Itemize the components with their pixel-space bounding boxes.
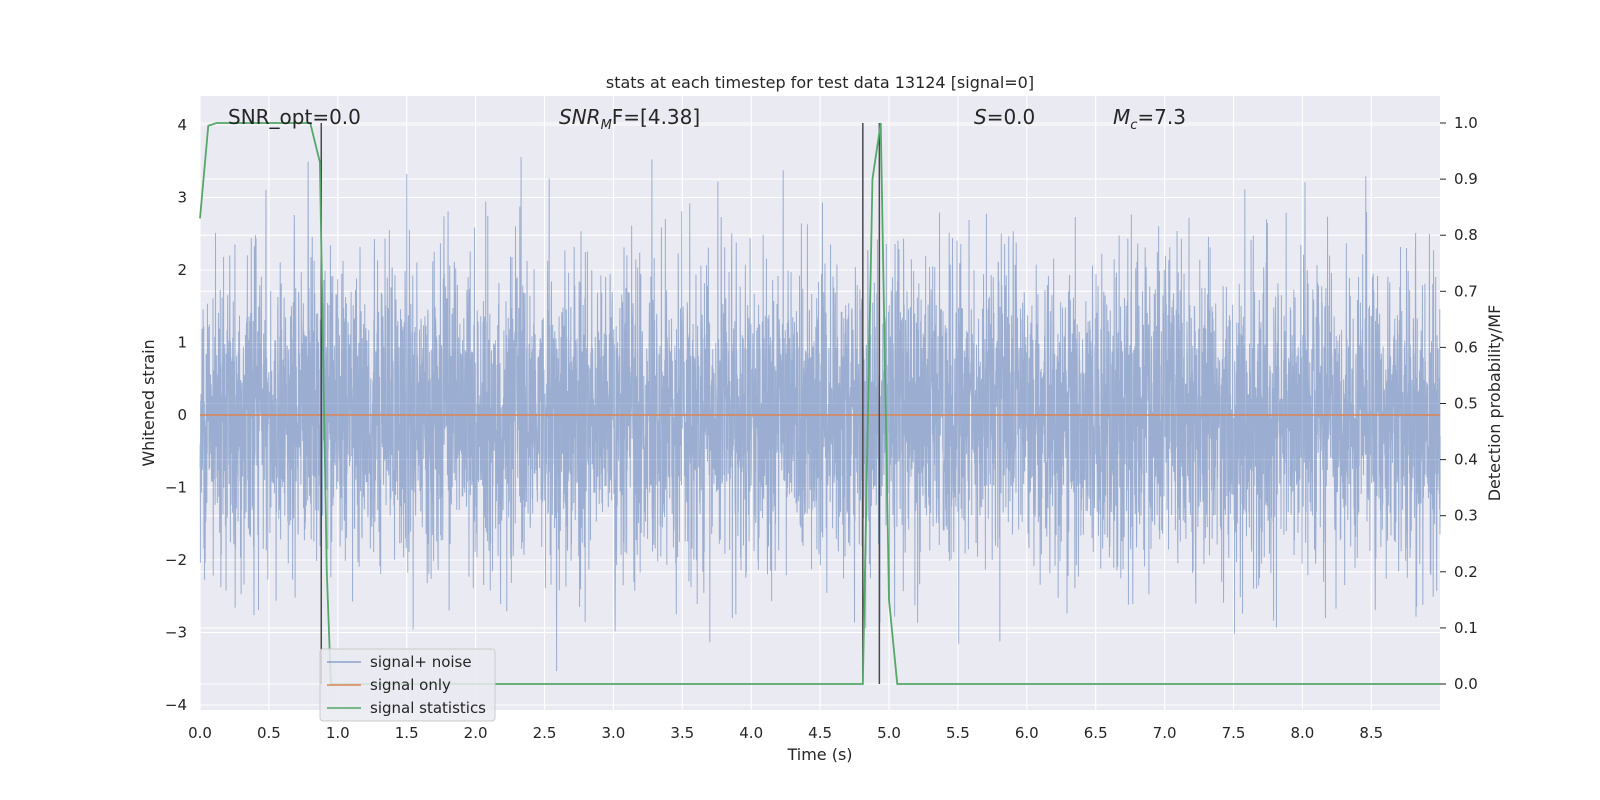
y-right-axis-label: Detection probability/MF xyxy=(1485,305,1504,502)
signal-statistics-line xyxy=(199,122,1441,685)
x-tick-label: 2.5 xyxy=(533,724,557,742)
annotation-s-main: S xyxy=(974,105,987,129)
x-tick-label: 2.0 xyxy=(464,724,488,742)
y-axis-ticks: 4 3 2 1 0 −1 −2 −3 −4 xyxy=(165,116,187,714)
x-tick-label: 5.5 xyxy=(946,724,970,742)
x-tick-label: 3.5 xyxy=(670,724,694,742)
y-right-tick-label: 0.0 xyxy=(1454,675,1478,693)
legend-label-signal-only: signal only xyxy=(370,676,451,694)
annotation-mc: Mc=7.3 xyxy=(1113,105,1186,133)
x-tick-label: 7.0 xyxy=(1153,724,1177,742)
y-tick-label: 1 xyxy=(177,334,187,352)
annotation-snr-mf-main: SNR xyxy=(559,105,601,129)
legend-box xyxy=(319,648,496,722)
y-right-tick-label: 0.4 xyxy=(1454,451,1478,469)
x-tick-label: 5.0 xyxy=(877,724,901,742)
x-axis-ticks: 0.0 0.5 1.0 1.5 2.0 2.5 3.0 3.5 4.0 4.5 5.0 5.5 6.0 6… xyxy=(188,724,1383,742)
annotation-mc-sub: c xyxy=(1130,118,1137,133)
annotation-mc-main: M xyxy=(1113,105,1130,129)
x-tick-label: 7.5 xyxy=(1222,724,1246,742)
y-tick-label: −1 xyxy=(165,479,187,497)
chart-title: stats at each timestep for test data 131… xyxy=(606,73,1034,92)
y-right-tick-label: 0.6 xyxy=(1454,338,1478,356)
x-tick-label: 1.5 xyxy=(395,724,419,742)
x-tick-label: 4.5 xyxy=(808,724,832,742)
y-tick-label: −2 xyxy=(165,551,187,569)
y-right-tick-label: 0.8 xyxy=(1454,226,1478,244)
y-right-tick-label: 0.1 xyxy=(1454,619,1478,637)
y-right-tick-label: 0.5 xyxy=(1454,395,1478,413)
legend-label-signal-noise: signal+ noise xyxy=(370,653,472,671)
signal-noise-line xyxy=(199,157,1441,672)
annotation-s: S=0.0 xyxy=(974,105,1035,129)
x-tick-label: 1.0 xyxy=(326,724,350,742)
x-tick-label: 8.0 xyxy=(1290,724,1314,742)
y-right-tick-label: 0.3 xyxy=(1454,507,1478,525)
annotation-snr-mf-rest: F=[4.38] xyxy=(612,105,700,129)
y-right-tick-label: 1.0 xyxy=(1454,114,1478,132)
x-tick-label: 0.0 xyxy=(188,724,212,742)
y-right-tick-label: 0.2 xyxy=(1454,563,1478,581)
y-tick-label: 0 xyxy=(177,406,187,424)
signal-noise-series xyxy=(199,157,1441,672)
x-tick-label: 6.5 xyxy=(1084,724,1108,742)
x-axis-label: Time (s) xyxy=(786,745,852,764)
y-right-tick-label: 0.7 xyxy=(1454,282,1478,300)
annotation-snr-opt: SNR_opt=0.0 xyxy=(228,105,361,129)
annotation-s-rest: =0.0 xyxy=(987,105,1036,129)
signal-statistics-series xyxy=(199,122,1441,685)
legend-label-signal-stats: signal statistics xyxy=(370,699,486,717)
y-tick-label: 3 xyxy=(177,189,187,207)
y-tick-label: −4 xyxy=(165,696,187,714)
x-tick-label: 8.5 xyxy=(1359,724,1383,742)
y-right-tick-label: 0.9 xyxy=(1454,170,1478,188)
annotation-mc-rest: =7.3 xyxy=(1137,105,1186,129)
x-tick-label: 3.0 xyxy=(601,724,625,742)
y-axis-label: Whitened strain xyxy=(139,339,158,466)
legend: signal+ noise signal only signal statist… xyxy=(319,648,496,722)
y-tick-label: 4 xyxy=(177,116,187,134)
y-tick-label: 2 xyxy=(177,261,187,279)
x-tick-label: 0.5 xyxy=(257,724,281,742)
annotation-snr-mf-sub: M xyxy=(601,118,612,133)
annotation-snr-mf: SNRMF=[4.38] xyxy=(559,105,700,133)
x-tick-label: 6.0 xyxy=(1015,724,1039,742)
y-tick-label: −3 xyxy=(165,624,187,642)
x-tick-label: 4.0 xyxy=(739,724,763,742)
y-right-axis-ticks: 1.0 0.9 0.8 0.7 0.6 0.5 0.4 0.3 0.2 0.1 0.0 xyxy=(1440,114,1478,693)
